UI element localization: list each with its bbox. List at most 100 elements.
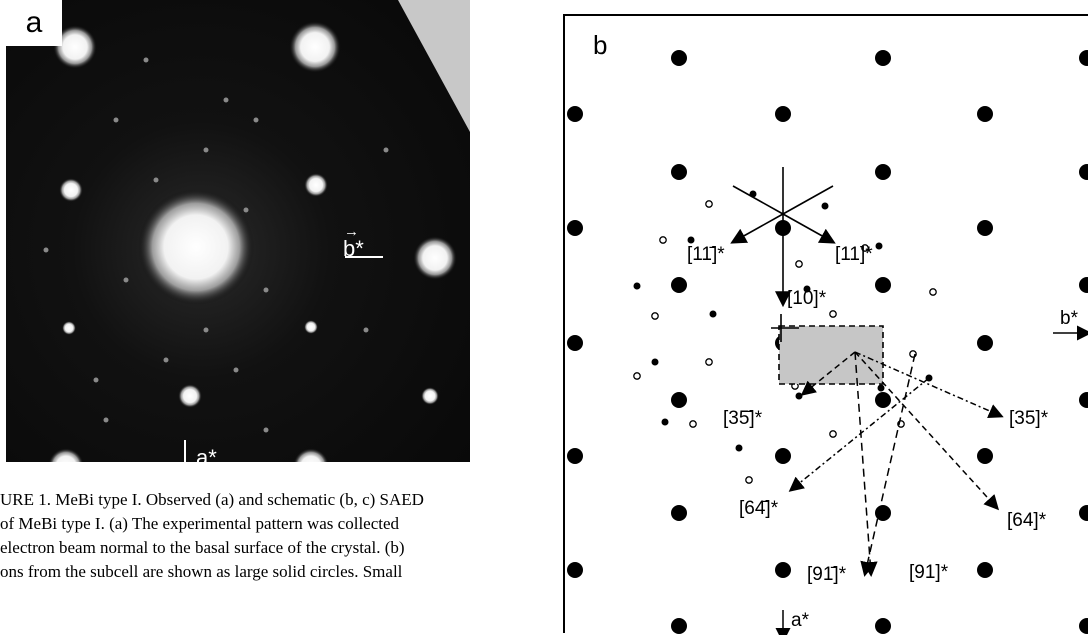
subcell-spot [671,164,687,180]
diffraction-spot [304,320,318,334]
direction-arrow-64 [854,351,1000,511]
superstructure-spot-filled [661,418,669,426]
subcell-spot [1079,164,1088,180]
superstructure-spot-open [861,244,869,252]
superstructure-spot-open [829,430,837,438]
subcell-spot [1079,505,1088,521]
faint-spot [113,117,119,123]
subcell-spot [977,220,993,236]
subcell-reflections [567,50,1088,634]
subcell-spot [567,335,583,351]
superstructure-spot-open [745,476,753,484]
schematic-pattern: b [11̄]* [11]* [10]* [35̄]* [35]* [64̄]*… [563,14,1088,635]
diffraction-spot [293,448,329,462]
superstructure-spot-open [705,358,713,366]
grey-corner [398,0,470,132]
superstructure-spot-filled [875,242,883,250]
direction-label: [11̄]* [687,244,725,265]
faint-spot [203,147,209,153]
subcell-spot [1079,392,1088,408]
a-star-text: a* [196,445,217,462]
superstructure-spot-open [659,236,667,244]
subcell-spot [1079,618,1088,634]
faint-spot [203,327,209,333]
faint-spot [223,97,229,103]
subcell-spot [1079,277,1088,293]
b-star-arrow [345,256,383,258]
subcell-spot [671,50,687,66]
subcell-spot [977,448,993,464]
caption-line: URE 1. MeBi type I. Observed (a) and sch… [0,490,424,509]
a-star-axis-label: a* [791,610,810,631]
subcell-spot [567,562,583,578]
subcell-spot [671,392,687,408]
superstructure-spot-filled [687,236,695,244]
superstructure-spot-open [795,260,803,268]
superstructure-spot-open [929,288,937,296]
direction-label: [11]* [835,244,873,265]
superstructure-spot-open [705,200,713,208]
subcell-spot [567,106,583,122]
subcell-spot [875,277,891,293]
superstructure-spot-filled [821,202,829,210]
panel-a-label: a [6,0,62,46]
direction-label: [91]* [909,562,949,583]
diffraction-spot [59,178,83,202]
caption-line: of MeBi type I. (a) The experimental pat… [0,514,400,533]
star-line [732,185,784,215]
faint-spot [253,117,259,123]
subcell-spot [875,505,891,521]
direction-label: [64̄]* [739,498,779,519]
subcell-spot [875,50,891,66]
superstructure-spot-open [633,372,641,380]
diffraction-spot [138,189,254,305]
superstructure-spot-filled [651,358,659,366]
superstructure-spot-open [689,420,697,428]
unit-cell [778,325,884,385]
subcell-spot [775,448,791,464]
superstructure-spot-filled [633,282,641,290]
direction-label: [91̄]* [807,564,847,585]
faint-spot [263,427,269,433]
subcell-spot [671,618,687,634]
faint-spot [233,367,239,373]
subcell-spot [875,392,891,408]
subcell-spot [567,448,583,464]
diffraction-spot [421,387,439,405]
superstructure-spot-filled [709,310,717,318]
faint-spot [43,247,49,253]
diffraction-spot [413,236,457,280]
caption-line: ons from the subcell are shown as large … [0,562,403,581]
subcell-spot [977,106,993,122]
observed-saed-pattern: a → b* a* [6,0,470,462]
diffraction-spot [304,173,328,197]
b-star-label: → b* [343,223,364,261]
diffraction-spot [53,25,97,69]
superstructure-spot-filled [877,384,885,392]
direction-label: [64]* [1007,510,1047,531]
subcell-spot [567,220,583,236]
direction-label: [35̄]* [723,408,763,429]
direction-arrow-6-4bar [788,377,930,492]
direction-arrow-1-1bar [730,213,784,244]
subcell-spot [671,277,687,293]
figure-caption: URE 1. MeBi type I. Observed (a) and sch… [0,488,472,584]
direction-arrow-91 [854,351,878,577]
panel-b-label: b [593,30,607,60]
caption-line: electron beam normal to the basal surfac… [0,538,405,557]
faint-spot [143,57,149,63]
subcell-spot [775,106,791,122]
direction-label: [10]* [787,288,827,309]
diffraction-spot [289,21,341,73]
b-star-text: b* [343,236,364,261]
superstructure-spot-filled [803,285,811,293]
faint-spot [153,177,159,183]
superstructure-spot-filled [735,444,743,452]
subcell-spot [875,618,891,634]
faint-spot [383,147,389,153]
faint-spot [263,287,269,293]
direction-arrow-3-5bar [800,351,856,396]
subcell-spot [775,562,791,578]
direction-arrow-11 [782,213,836,244]
direction-label: [35]* [1009,408,1049,429]
